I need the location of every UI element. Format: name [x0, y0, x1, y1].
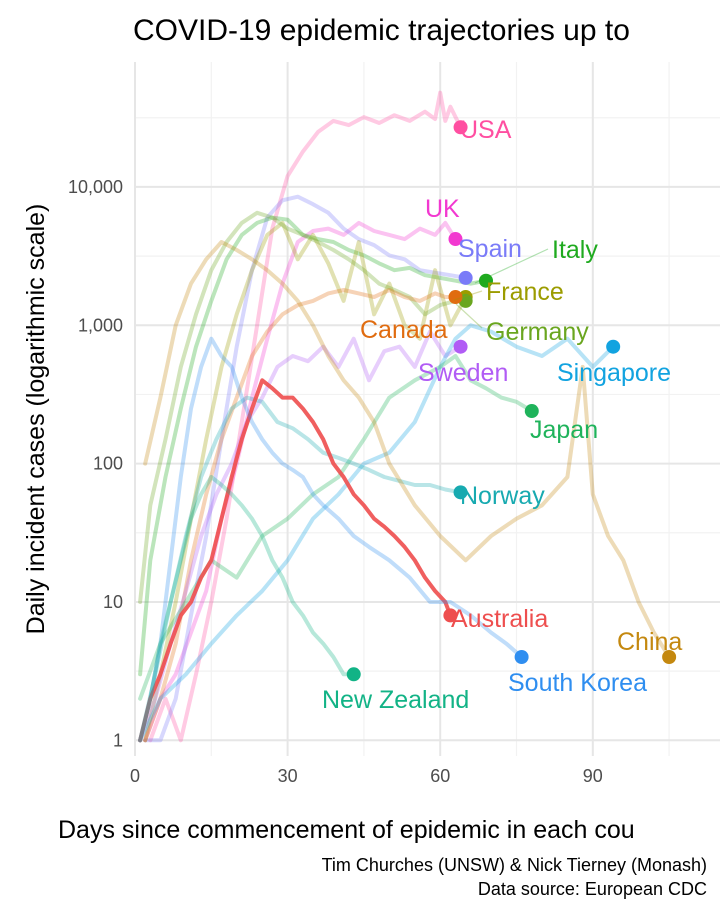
label-italy: Italy: [552, 236, 598, 264]
series-line-sweden: [138, 329, 463, 743]
endpoint-japan: [524, 404, 539, 419]
tick-labels: 1 10 100 1,000 10,000 0 30 60 90: [68, 177, 603, 786]
label-uk: UK: [425, 195, 460, 223]
series-line-australia: [138, 378, 453, 743]
endpoint-australia: [443, 608, 458, 623]
series-line-new-zealand: [138, 475, 356, 743]
series-line-spain: [143, 194, 468, 743]
y-tick-label: 10: [103, 592, 123, 612]
endpoint-norway: [453, 485, 468, 500]
label-canada: Canada: [360, 316, 448, 344]
caption-line-2: Data source: European CDC: [478, 879, 707, 899]
series-line-china: [143, 240, 672, 659]
label-germany: Germany: [486, 318, 589, 346]
caption-line-1: Tim Churches (UNSW) & Nick Tierney (Mona…: [322, 855, 707, 875]
series-endpoints: [346, 120, 677, 682]
label-leader-italy: [474, 248, 549, 284]
chart-title: COVID-19 epidemic trajectories up to: [133, 14, 630, 47]
gridlines: [134, 62, 720, 756]
x-tick-label: 0: [130, 766, 140, 786]
endpoint-sweden: [453, 339, 468, 354]
label-japan: Japan: [530, 416, 598, 444]
label-spain: Spain: [458, 235, 522, 263]
label-leader-germany: [455, 303, 483, 329]
endpoint-spain: [458, 270, 473, 285]
label-new-zealand: New Zealand: [322, 686, 469, 714]
y-tick-label: 1: [113, 730, 123, 750]
endpoint-south-korea: [514, 650, 529, 665]
endpoint-italy: [479, 273, 493, 288]
y-axis-title: Daily incident cases (logarithmic scale): [22, 204, 50, 635]
label-france: France: [486, 278, 564, 306]
label-australia: Australia: [451, 605, 548, 633]
endpoint-usa: [453, 120, 468, 135]
endpoint-uk: [448, 232, 463, 247]
endpoint-china: [662, 650, 677, 665]
x-tick-label: 30: [278, 766, 298, 786]
x-tick-label: 60: [430, 766, 450, 786]
x-tick-label: 90: [583, 766, 603, 786]
series-line-south-korea: [138, 336, 524, 743]
label-singapore: Singapore: [557, 359, 671, 387]
series-labels: USA UK Spain Italy France Canada Germany Sweden…: [322, 116, 682, 714]
series-line-germany: [138, 210, 468, 604]
y-tick-label: 100: [93, 454, 123, 474]
series-line-italy: [138, 215, 488, 677]
label-south-korea: South Korea: [508, 669, 647, 697]
series-line-uk: [143, 220, 458, 743]
series-line-canada: [143, 288, 458, 743]
y-tick-label: 10,000: [68, 177, 123, 197]
endpoint-canada: [448, 290, 463, 305]
x-axis-title: Days since commencement of epidemic in e…: [58, 816, 635, 844]
series-line-usa: [148, 90, 463, 743]
label-norway: Norway: [460, 482, 545, 510]
label-china: China: [617, 628, 682, 656]
label-sweden: Sweden: [418, 359, 508, 387]
series-line-norway: [138, 395, 463, 743]
series-line-singapore: [138, 323, 616, 743]
label-usa: USA: [460, 116, 512, 144]
series-line-france: [143, 220, 468, 743]
label-leader-france: [453, 290, 483, 301]
y-tick-label: 1,000: [78, 315, 123, 335]
series-lines: [138, 90, 672, 743]
endpoint-singapore: [606, 339, 621, 354]
endpoint-new-zealand: [346, 667, 361, 682]
